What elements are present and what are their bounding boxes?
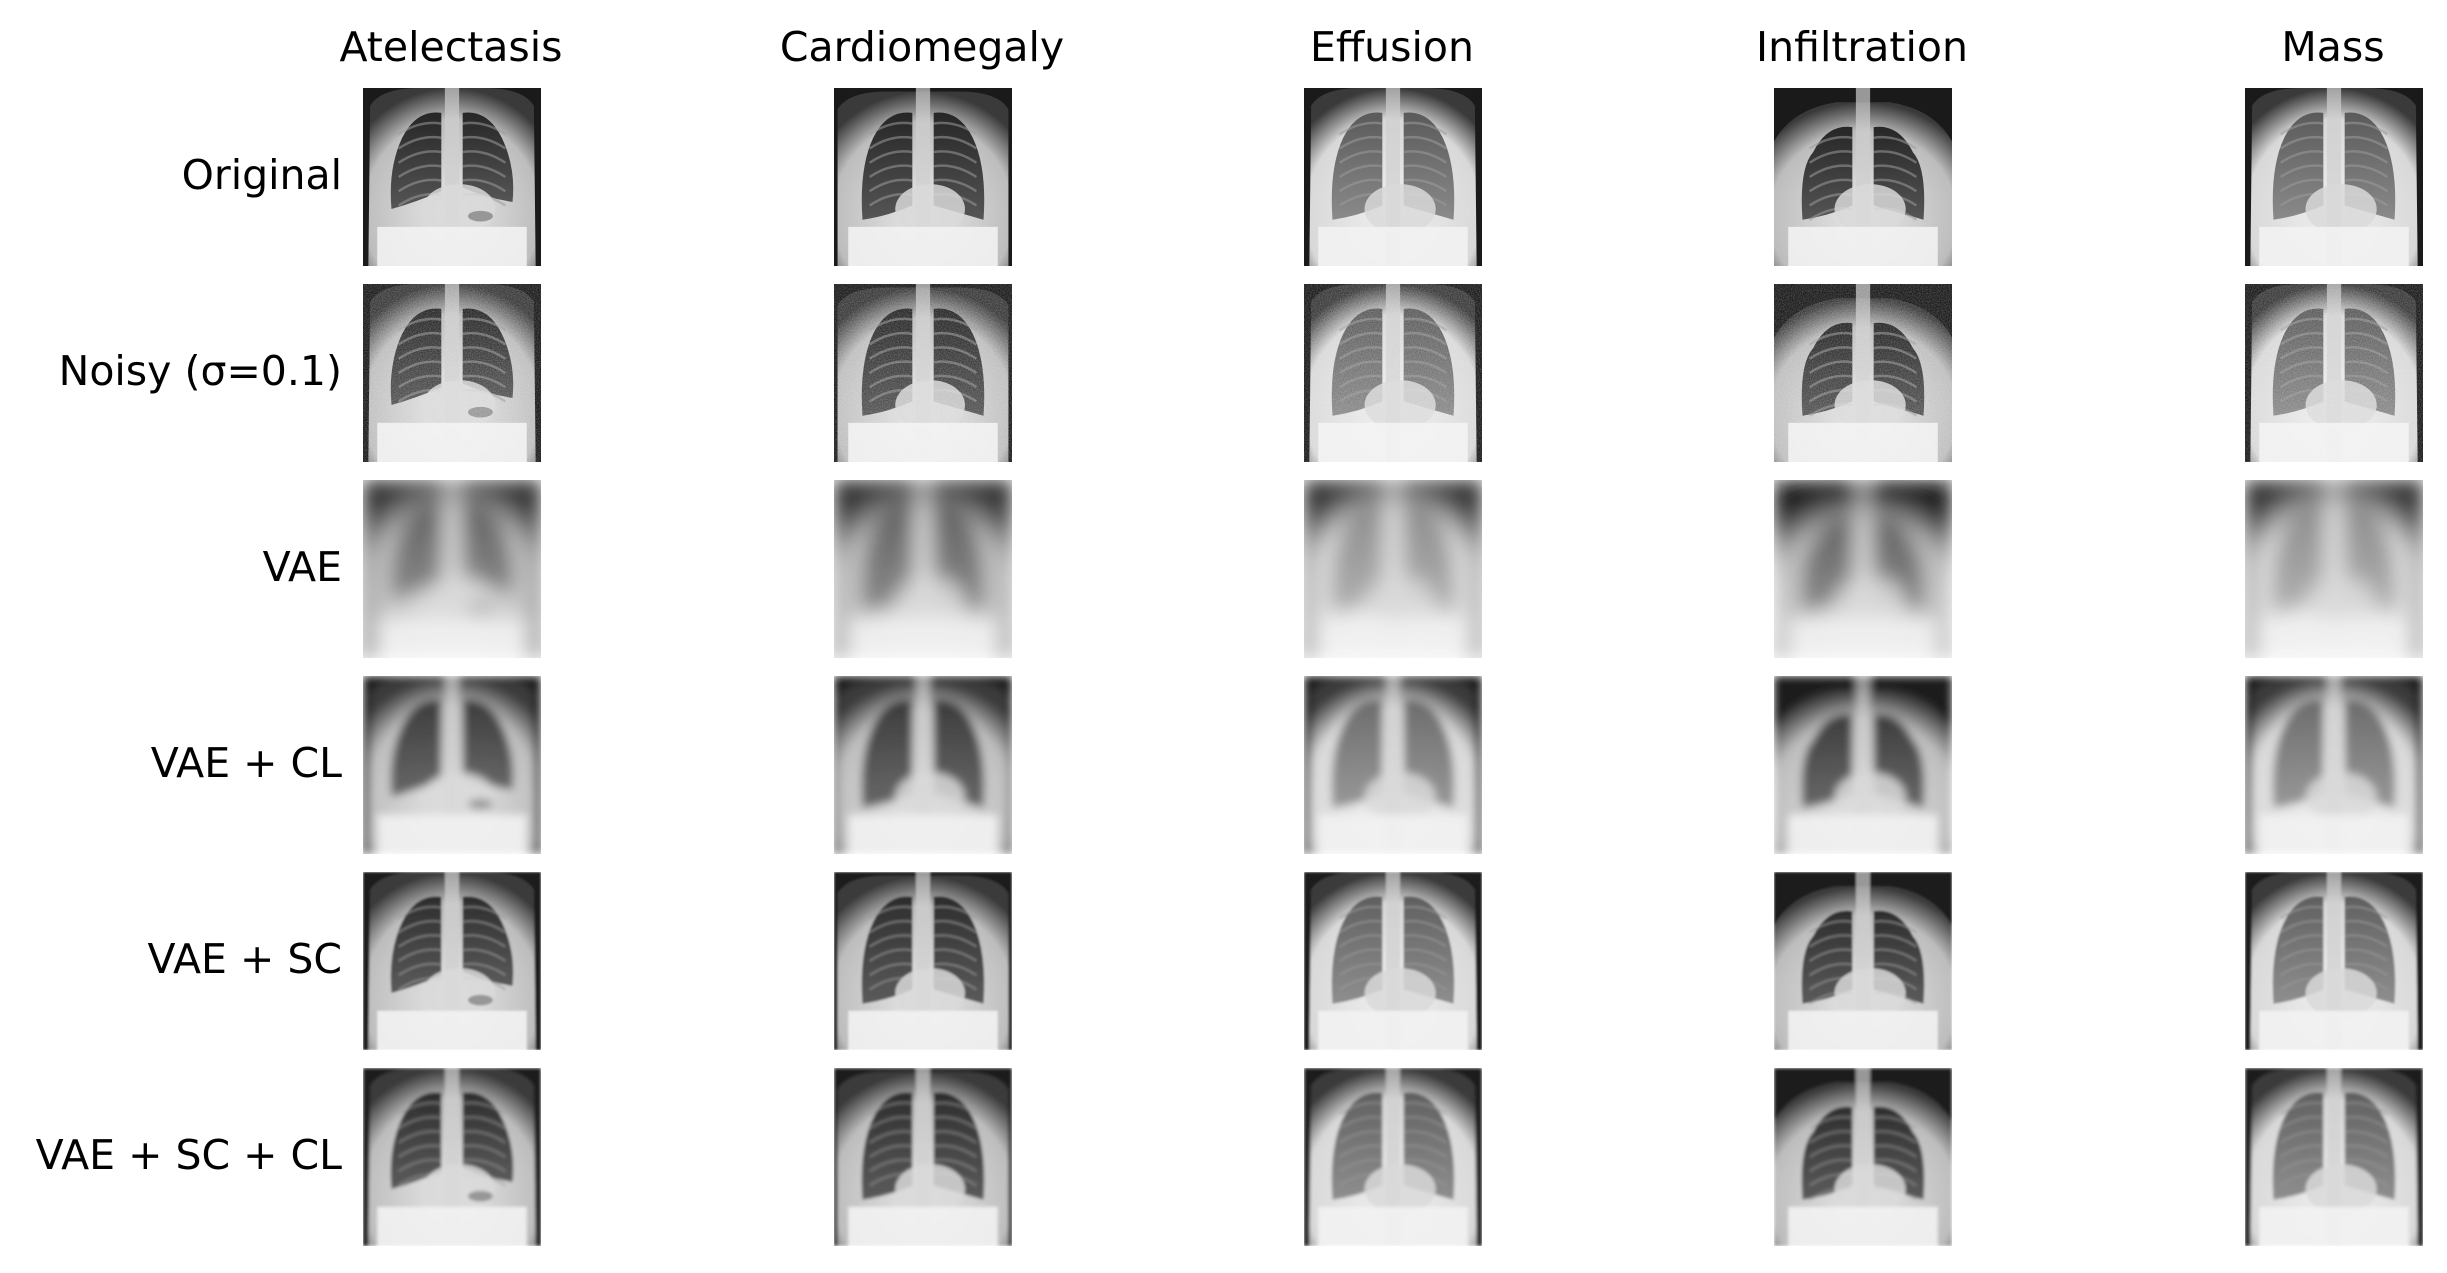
xray-original-cardiomegaly (834, 88, 1012, 266)
xray-noisy-cardiomegaly (834, 284, 1012, 462)
xray-image (2245, 1068, 2423, 1246)
xray-noisy-infiltration (1774, 284, 1952, 462)
xray-image (1774, 1068, 1952, 1246)
column-title-cardiomegaly: Cardiomegaly (779, 23, 1065, 71)
xray-vae-cl-mass (2245, 676, 2423, 854)
xray-image (1774, 872, 1952, 1050)
xray-vae-sc-cl-infiltration (1774, 1068, 1952, 1246)
xray-image (363, 88, 541, 266)
xray-vae-sc-atelectasis (363, 872, 541, 1050)
xray-vae-sc-effusion (1304, 872, 1482, 1050)
xray-vae-infiltration (1774, 480, 1952, 658)
xray-image (2245, 284, 2423, 462)
xray-image (363, 676, 541, 854)
xray-vae-atelectasis (363, 480, 541, 658)
column-title-atelectasis: Atelectasis (339, 23, 563, 71)
xray-vae-sc-cl-effusion (1304, 1068, 1482, 1246)
xray-image (2245, 872, 2423, 1050)
xray-original-mass (2245, 88, 2423, 266)
column-title-mass: Mass (2281, 23, 2385, 71)
xray-vae-sc-infiltration (1774, 872, 1952, 1050)
row-label-original: Original (181, 151, 342, 199)
xray-vae-sc-cardiomegaly (834, 872, 1012, 1050)
xray-image (363, 284, 541, 462)
row-label-vae-sc-cl: VAE + SC + CL (35, 1131, 342, 1179)
xray-original-atelectasis (363, 88, 541, 266)
xray-image (2245, 480, 2423, 658)
xray-image (1304, 676, 1482, 854)
xray-image (834, 480, 1012, 658)
xray-vae-sc-cl-cardiomegaly (834, 1068, 1012, 1246)
row-label-vae: VAE (262, 543, 342, 591)
xray-image (1774, 284, 1952, 462)
xray-noisy-atelectasis (363, 284, 541, 462)
xray-image (1304, 88, 1482, 266)
xray-image (1304, 1068, 1482, 1246)
xray-vae-cl-infiltration (1774, 676, 1952, 854)
xray-original-infiltration (1774, 88, 1952, 266)
xray-image (363, 480, 541, 658)
xray-original-effusion (1304, 88, 1482, 266)
row-label-noisy: Noisy (σ=0.1) (58, 347, 342, 395)
xray-image (1304, 480, 1482, 658)
xray-image (1774, 88, 1952, 266)
xray-image (834, 676, 1012, 854)
column-title-infiltration: Infiltration (1756, 23, 1968, 71)
xray-vae-cl-atelectasis (363, 676, 541, 854)
xray-image (1774, 480, 1952, 658)
xray-vae-cl-cardiomegaly (834, 676, 1012, 854)
xray-image (834, 1068, 1012, 1246)
xray-image (1304, 284, 1482, 462)
xray-image (834, 872, 1012, 1050)
xray-vae-sc-cl-atelectasis (363, 1068, 541, 1246)
xray-vae-effusion (1304, 480, 1482, 658)
xray-vae-sc-cl-mass (2245, 1068, 2423, 1246)
xray-image (2245, 676, 2423, 854)
xray-noisy-effusion (1304, 284, 1482, 462)
xray-vae-cl-effusion (1304, 676, 1482, 854)
row-label-vae-cl: VAE + CL (150, 739, 342, 787)
xray-noisy-mass (2245, 284, 2423, 462)
xray-image (2245, 88, 2423, 266)
xray-image (1774, 676, 1952, 854)
xray-image (363, 1068, 541, 1246)
xray-vae-sc-mass (2245, 872, 2423, 1050)
xray-image (834, 284, 1012, 462)
column-title-effusion: Effusion (1310, 23, 1474, 71)
xray-image (363, 872, 541, 1050)
xray-image (1304, 872, 1482, 1050)
xray-image (834, 88, 1012, 266)
xray-vae-mass (2245, 480, 2423, 658)
row-label-vae-sc: VAE + SC (147, 935, 342, 983)
xray-vae-cardiomegaly (834, 480, 1012, 658)
